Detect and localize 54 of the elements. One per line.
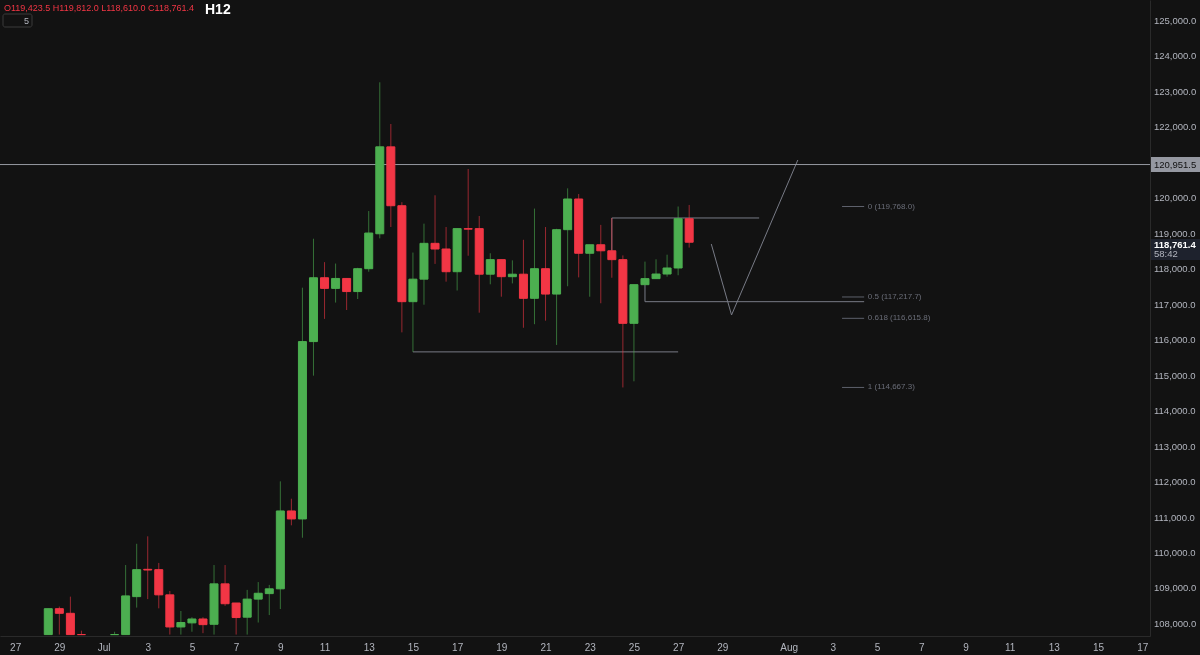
annotation: 0.5 (117,217.7) bbox=[867, 291, 922, 301]
x-tick-label: 29 bbox=[54, 641, 66, 653]
text: 118,761.4 bbox=[1154, 239, 1197, 250]
x-tick-label: 11 bbox=[319, 641, 331, 653]
x-tick-label: 11 bbox=[1004, 641, 1016, 653]
y-tick-label: 119,000.0 bbox=[1154, 227, 1196, 239]
x-tick-label: 13 bbox=[363, 641, 376, 653]
y-tick-label: 110,000.0 bbox=[1154, 547, 1196, 558]
x-tick-label: 3 bbox=[145, 641, 152, 653]
y-tick-label: 118,000.0 bbox=[1154, 263, 1196, 275]
x-tick-label: 29 bbox=[717, 641, 729, 653]
y-tick-label: 125,000.0 bbox=[1154, 14, 1197, 26]
annotation: 5 bbox=[24, 16, 30, 26]
x-tick-label: Aug bbox=[780, 641, 799, 653]
annotation: 0.618 (116,615.8) bbox=[867, 313, 931, 323]
y-tick-label: 116,000.0 bbox=[1154, 334, 1196, 346]
chart-title: H12 bbox=[205, 1, 231, 17]
x-tick-label: 27 bbox=[10, 641, 22, 653]
y-tick-label: 108,000.0 bbox=[1154, 617, 1197, 629]
x-tick-label: 7 bbox=[918, 641, 925, 653]
y-tick-label: 117,000.0 bbox=[1154, 298, 1196, 310]
candlestick bbox=[198, 616, 208, 634]
y-tick-label: 120,000.0 bbox=[1154, 192, 1197, 204]
y-tick-label: 123,000.0 bbox=[1154, 85, 1197, 97]
text: 58:42 bbox=[1154, 248, 1178, 259]
annotation: O119,423.5 H119,812.0 L118,610.0 C118,761.4 bbox=[4, 3, 194, 13]
y-tick-label: 114,000.0 bbox=[1154, 405, 1196, 417]
x-tick-label: 19 bbox=[496, 641, 508, 653]
x-tick-label: 17 bbox=[452, 641, 464, 653]
x-tick-label: 3 bbox=[830, 641, 837, 653]
x-tick-label: 5 bbox=[189, 641, 196, 653]
x-tick-label: 25 bbox=[628, 641, 641, 653]
y-tick-label: 113,000.0 bbox=[1154, 440, 1196, 452]
x-tick-label: Jul bbox=[97, 641, 111, 653]
x-tick-label: 13 bbox=[1048, 641, 1061, 653]
y-tick-label: 124,000.0 bbox=[1154, 50, 1197, 62]
x-tick-label: 15 bbox=[1092, 641, 1105, 653]
y-tick-label: 109,000.0 bbox=[1154, 582, 1197, 594]
x-tick-label: 23 bbox=[584, 641, 597, 653]
x-tick-label: 9 bbox=[963, 641, 970, 653]
y-tick-label: 122,000.0 bbox=[1154, 121, 1197, 133]
x-tick-label: 21 bbox=[540, 641, 553, 653]
x-tick-label: 9 bbox=[278, 641, 285, 653]
y-tick-label: 111,000.0 bbox=[1154, 511, 1195, 523]
ref-line-label: 120,951.5 bbox=[1154, 158, 1197, 170]
x-tick-label: 17 bbox=[1137, 641, 1149, 653]
x-tick-label: 5 bbox=[874, 641, 881, 653]
y-tick-label: 112,000.0 bbox=[1154, 476, 1196, 488]
y-tick-label: 115,000.0 bbox=[1154, 369, 1196, 381]
x-tick-label: 15 bbox=[407, 641, 420, 653]
x-tick-label: 27 bbox=[673, 641, 685, 653]
x-tick-label: 7 bbox=[233, 641, 240, 653]
annotation: 0 (119,768.0) bbox=[867, 201, 916, 211]
annotation: 1 (114,667.3) bbox=[867, 382, 916, 392]
